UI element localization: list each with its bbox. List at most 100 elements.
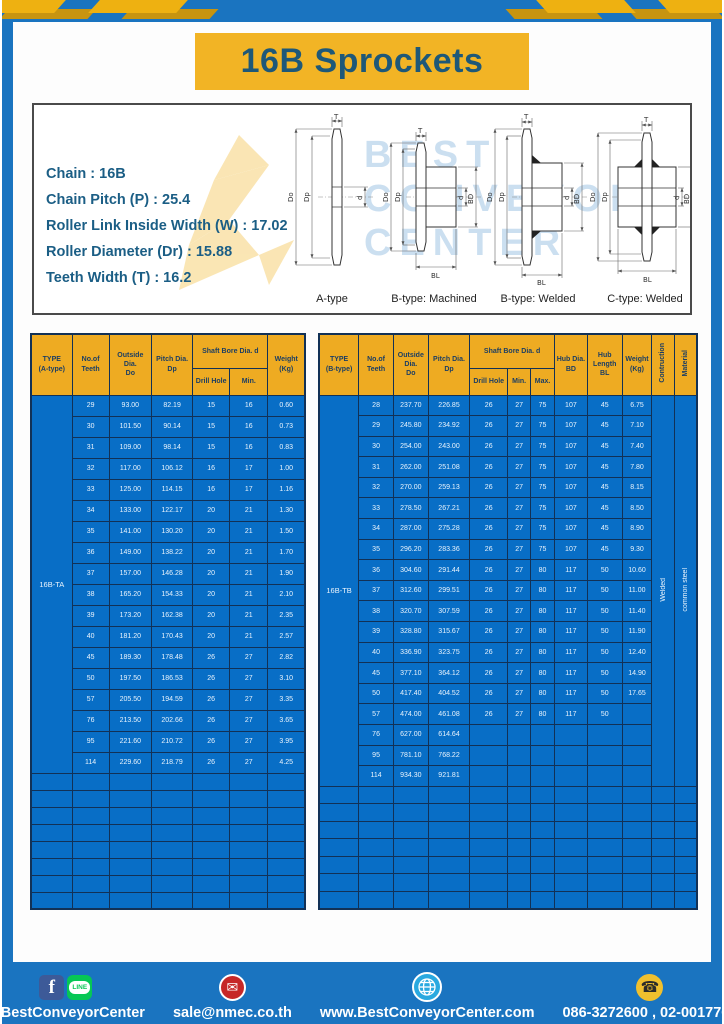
header-shaft-bore: Shaft Bore Dia. d — [192, 333, 269, 369]
table-cell — [318, 785, 360, 805]
header-material: Material — [673, 333, 698, 396]
svg-text:BD: BD — [683, 194, 691, 204]
table-cell: 45 — [586, 456, 623, 478]
svg-text:Do: Do — [287, 192, 295, 202]
website-url[interactable]: www.BestConveyorCenter.com — [319, 1005, 535, 1021]
spec-chain-pitch: Chain Pitch (P) : 25.4 — [46, 192, 191, 208]
globe-icon[interactable] — [412, 972, 443, 1002]
table-cell: 33 — [358, 497, 394, 520]
table-cell — [673, 838, 698, 857]
table-cell: 38 — [358, 600, 394, 623]
table-cell: 474.00 — [392, 703, 429, 725]
table-cell — [553, 838, 588, 857]
table-cell: 26 — [469, 518, 509, 540]
table-cell: 106.12 — [151, 457, 194, 480]
page-title: 16B Sprockets — [240, 42, 484, 80]
line-icon[interactable]: LINE — [67, 974, 93, 1000]
header-max: Max. — [530, 367, 555, 396]
table-row: 50 417.40 404.52 26 27 80 117 50 17.65 — [319, 682, 697, 705]
watermark-logo — [179, 135, 294, 290]
header-teeth: No.of Teeth — [71, 333, 110, 396]
email-icon[interactable]: ✉ — [218, 973, 246, 1001]
table-cell: 20 — [192, 583, 231, 606]
table-cell: 34 — [71, 499, 110, 522]
header-min: Min. — [229, 367, 269, 396]
table-cell: 107 — [553, 456, 588, 478]
table-cell — [267, 891, 306, 910]
svg-text:d: d — [457, 196, 465, 200]
table-cell: 45 — [586, 435, 623, 458]
table-cell: 34 — [358, 518, 394, 540]
table-cell — [151, 891, 194, 910]
table-cell — [392, 873, 429, 892]
table-cell — [586, 890, 623, 910]
table-cell — [151, 874, 194, 893]
table-cell: 26 — [469, 641, 509, 664]
table-cell — [108, 823, 153, 842]
table-cell — [530, 855, 555, 875]
table-cell: 138.22 — [151, 541, 194, 564]
table-row: 38 165.20 154.33 20 21 2.10 — [31, 583, 306, 606]
email-address[interactable]: sale@nmec.co.th — [172, 1005, 292, 1021]
table-cell — [621, 703, 653, 725]
table-cell: 157.00 — [108, 562, 153, 585]
table-cell: 7.80 — [621, 456, 653, 478]
table-cell — [530, 873, 555, 892]
phone-numbers[interactable]: 086-3272600 , 02-0017766 — [562, 1005, 724, 1021]
table-cell: 109.00 — [108, 436, 153, 459]
table-cell: 21 — [229, 541, 269, 564]
table-cell — [553, 873, 588, 892]
phone-icon[interactable]: ☎ — [636, 973, 664, 1001]
table-cell — [621, 803, 653, 822]
table-cell — [621, 890, 653, 910]
table-cell: 21 — [229, 625, 269, 648]
table-cell — [553, 785, 588, 805]
table-row: 29 245.80 234.92 26 27 75 107 45 7.10 — [319, 415, 697, 437]
table-cell: 186.53 — [151, 667, 194, 690]
table-cell — [469, 803, 509, 822]
corner-stripe — [658, 0, 722, 13]
table-cell: 328.80 — [392, 621, 429, 643]
table-cell: 2.57 — [267, 625, 306, 648]
table-cell: 38 — [71, 583, 110, 606]
table-cell: 26 — [192, 730, 231, 753]
header-type: TYPE (A-type) — [30, 333, 73, 396]
corner-stripe — [88, 0, 188, 13]
table-cell: 218.79 — [151, 751, 194, 774]
table-cell: 117 — [553, 662, 588, 684]
table-cell: 270.00 — [392, 476, 429, 499]
table-cell — [651, 838, 675, 857]
table-cell — [530, 820, 555, 840]
table-cell: 130.20 — [151, 520, 194, 543]
table-cell — [507, 785, 532, 805]
table-cell — [30, 891, 73, 910]
header-pitch-dia: Pitch Dia. Dp — [427, 333, 471, 396]
table-cell — [71, 857, 110, 876]
table-cell: 26 — [469, 600, 509, 623]
table-cell — [108, 874, 153, 893]
empty-row — [30, 772, 306, 791]
table-row: 40 336.90 323.75 26 27 80 117 50 12.40 — [319, 641, 697, 664]
header-outside-dia: Outside Dia. Do — [108, 333, 153, 396]
table-cell — [651, 873, 675, 892]
table-cell: 20 — [192, 625, 231, 648]
social-handle[interactable]: @BestConveyorCenter — [0, 1005, 145, 1021]
svg-text:Dp: Dp — [303, 192, 311, 202]
table-cell: 287.00 — [392, 518, 429, 540]
table-cell — [530, 765, 555, 787]
table-cell: 15 — [192, 394, 231, 417]
table-cell: 76 — [358, 724, 394, 746]
table-cell: 27 — [507, 579, 532, 602]
table-cell: 107 — [553, 394, 588, 417]
table-cell — [553, 724, 588, 746]
table-cell: 50 — [71, 667, 110, 690]
table-cell: 117 — [553, 579, 588, 602]
facebook-icon[interactable]: f — [39, 974, 65, 1000]
table-cell — [507, 838, 532, 857]
table-cell: 27 — [507, 682, 532, 705]
table-cell — [71, 874, 110, 893]
drawing-caption: B-type: Welded — [500, 293, 576, 305]
table-cell: 320.70 — [392, 600, 429, 623]
table-cell: 57 — [71, 688, 110, 711]
table-cell — [427, 855, 471, 875]
